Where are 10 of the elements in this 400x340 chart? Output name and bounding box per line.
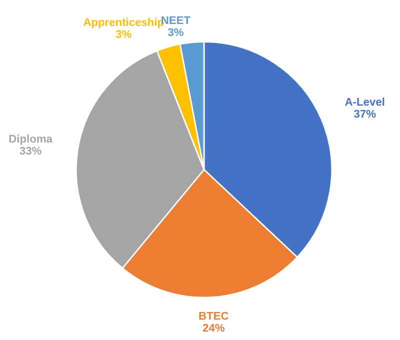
- data-label: 3%: [116, 30, 132, 38]
- slice-label: Apprenticeship: [83, 18, 164, 28]
- data-label: 3%: [168, 28, 184, 36]
- slice-label: BTEC: [199, 312, 228, 320]
- data-label: 24%: [202, 324, 224, 332]
- data-label: 33%: [20, 146, 42, 155]
- slice-label: A-Level: [345, 98, 384, 106]
- slice-label: Diploma: [9, 134, 53, 145]
- data-label: 37%: [354, 110, 376, 118]
- slice-label: NEET: [162, 16, 190, 24]
